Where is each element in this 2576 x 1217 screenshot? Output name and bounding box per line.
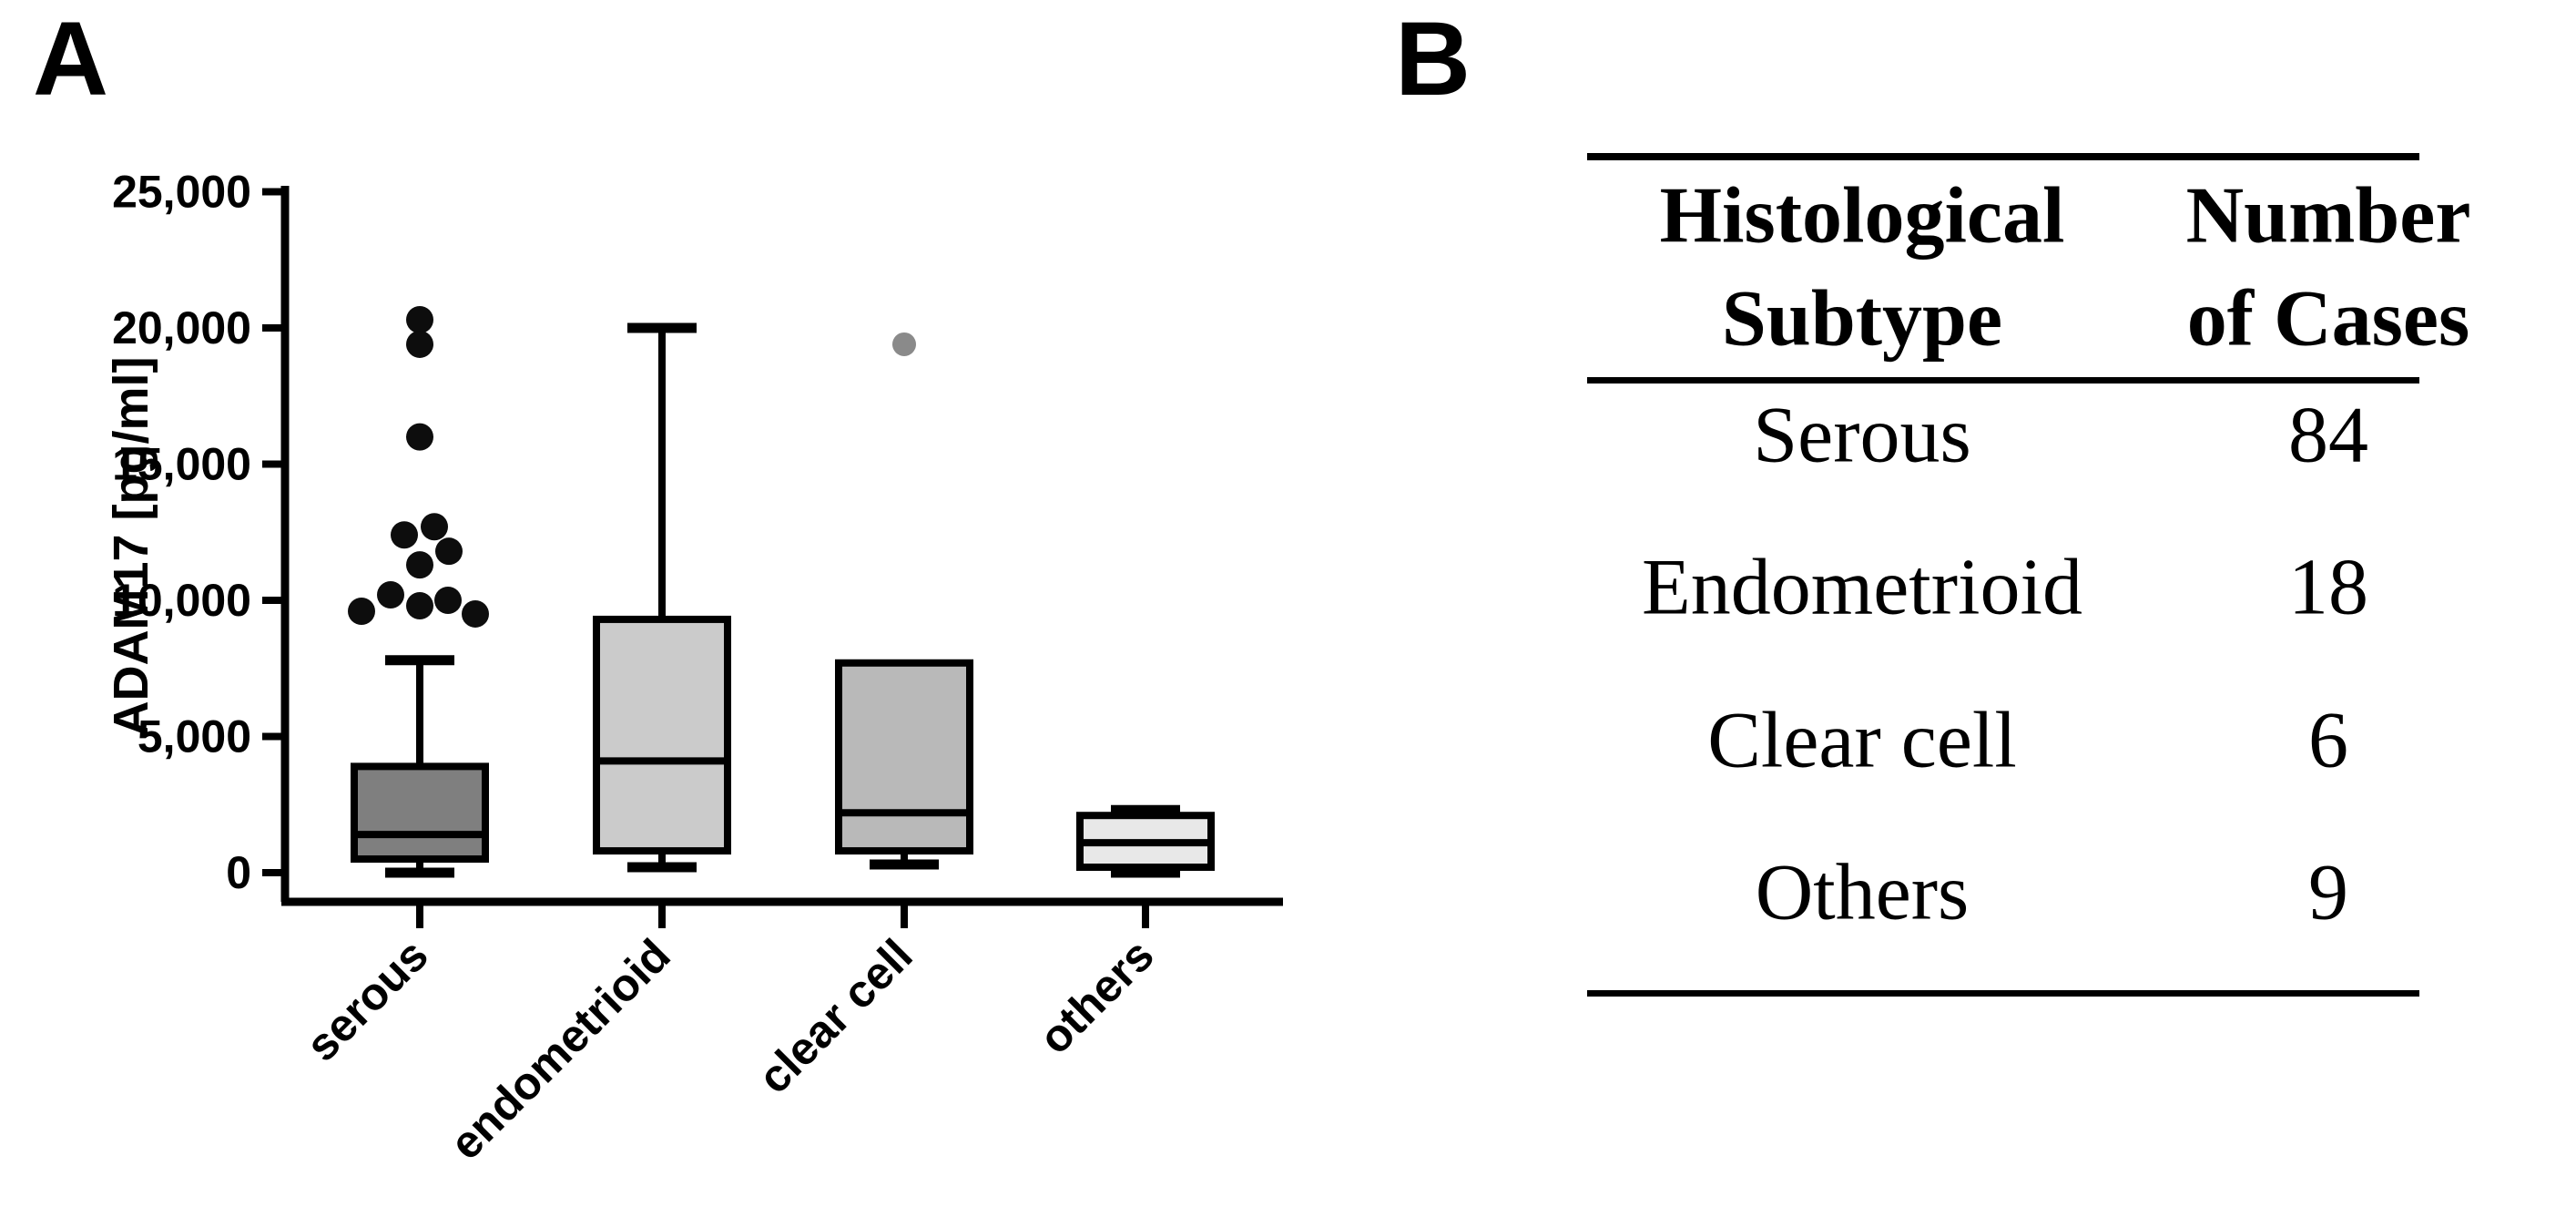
outlier-dot-serous bbox=[377, 581, 404, 609]
ytick-label: 15,000 bbox=[112, 439, 251, 490]
table-cell-cases: 6 bbox=[2308, 696, 2348, 785]
outlier-dot-serous bbox=[406, 330, 433, 358]
table-header-col2-line2: of Cases bbox=[2186, 274, 2470, 363]
outlier-dot-clear-cell bbox=[892, 332, 916, 356]
outlier-dot-serous bbox=[421, 513, 448, 541]
panel-b-label: B bbox=[1395, 1, 1471, 118]
box-serous bbox=[351, 762, 489, 864]
outlier-dot-serous bbox=[435, 537, 463, 566]
outlier-dot-serous bbox=[406, 551, 433, 579]
ytick-label: 20,000 bbox=[112, 302, 251, 353]
outlier-dot-serous bbox=[406, 591, 433, 619]
table-cell-subtype: Serous bbox=[1753, 391, 1971, 480]
ytick-label: 0 bbox=[226, 847, 251, 898]
outlier-dot-serous bbox=[462, 599, 489, 628]
table-header-col1-line2: Subtype bbox=[1721, 274, 2003, 363]
table-cell-subtype: Others bbox=[1755, 848, 1970, 937]
outlier-dot-serous bbox=[348, 597, 375, 625]
table-cell-cases: 84 bbox=[2288, 391, 2368, 480]
table-cell-cases: 9 bbox=[2308, 848, 2348, 937]
ytick-label: 10,000 bbox=[112, 575, 251, 626]
y-axis-title: ADAM17 [pg/ml] bbox=[104, 357, 158, 737]
table-header-col2-line1: Number bbox=[2185, 171, 2471, 261]
table-header-rule bbox=[1587, 376, 2419, 384]
outlier-dot-serous bbox=[434, 587, 462, 614]
box-endometrioid bbox=[593, 615, 731, 855]
panel-a-label: A bbox=[33, 1, 109, 118]
table-cell-subtype: Endometrioid bbox=[1642, 543, 2082, 632]
table-top-rule bbox=[1587, 153, 2419, 160]
table-cell-cases: 18 bbox=[2288, 543, 2368, 632]
box-clear-cell bbox=[835, 659, 973, 855]
table-cell-subtype: Clear cell bbox=[1707, 696, 2017, 785]
outlier-dot-serous bbox=[406, 306, 433, 334]
table-bottom-rule bbox=[1587, 989, 2419, 997]
outlier-dot-serous bbox=[391, 521, 418, 549]
ytick-label: 25,000 bbox=[112, 167, 251, 218]
outlier-dot-serous bbox=[406, 423, 433, 451]
table-header-col1-line1: Histological bbox=[1659, 171, 2065, 261]
ytick-label: 5,000 bbox=[137, 711, 251, 762]
